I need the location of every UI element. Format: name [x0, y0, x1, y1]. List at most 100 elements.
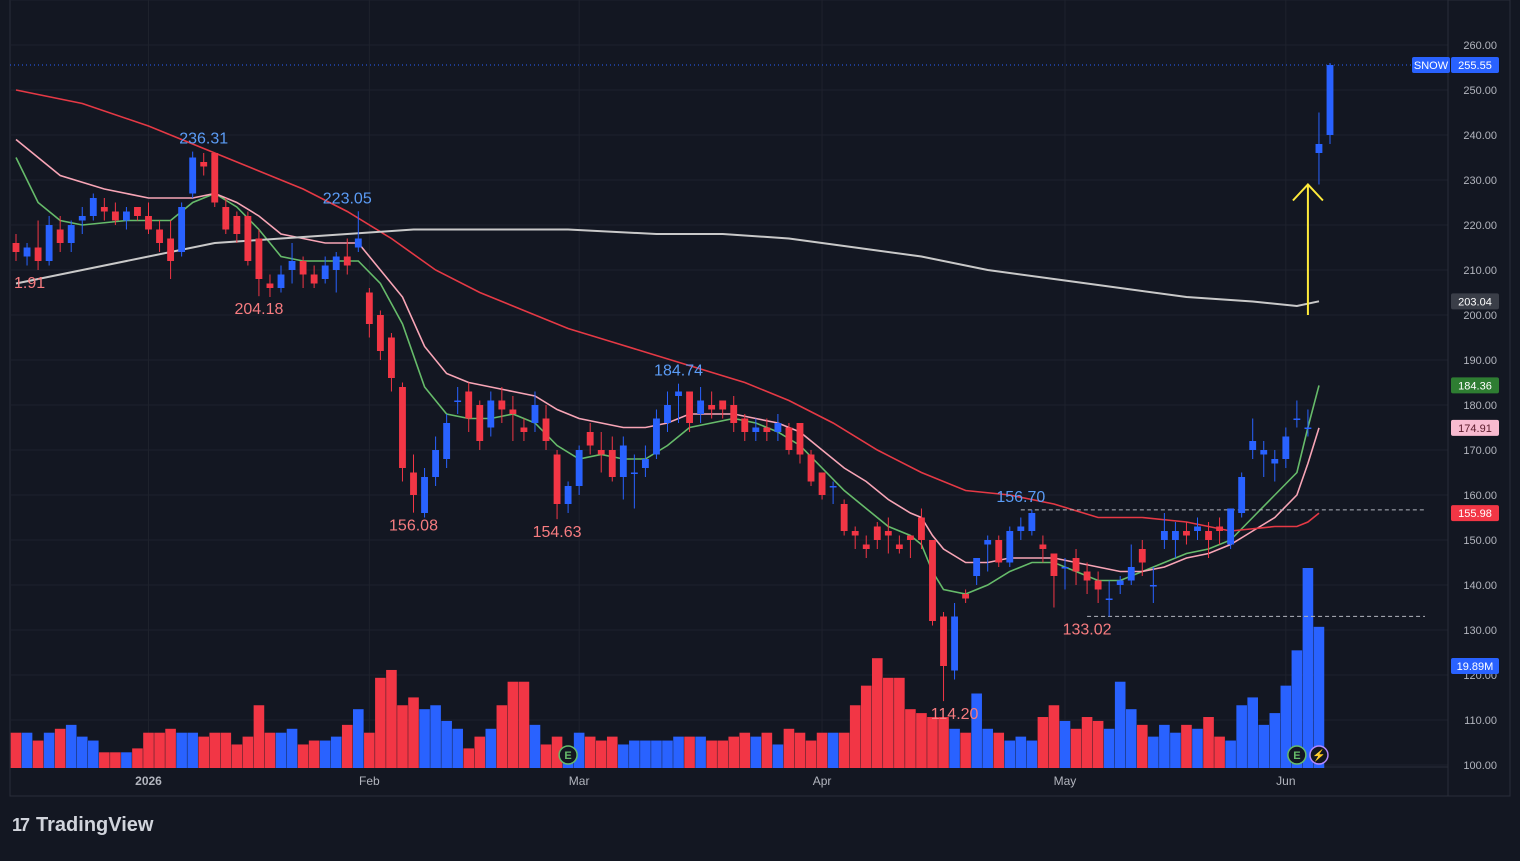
- candle-body: [1160, 531, 1168, 540]
- volume-bar: [430, 705, 441, 768]
- volume-bar: [264, 732, 276, 768]
- candle-body: [266, 283, 274, 288]
- volume-bar: [1059, 720, 1071, 768]
- candle-body: [851, 531, 859, 536]
- volume-bar: [463, 748, 475, 768]
- volume-bar: [187, 732, 198, 768]
- volume-bar: [441, 720, 452, 768]
- candle-body: [288, 261, 296, 270]
- candle-body: [310, 274, 318, 284]
- candle-body: [1017, 526, 1025, 531]
- candle-body: [653, 418, 660, 455]
- candle-body: [895, 544, 903, 549]
- candle-body: [807, 454, 815, 482]
- candle-body: [664, 405, 671, 423]
- candle-body: [244, 216, 252, 261]
- volume-bar: [816, 732, 828, 768]
- price-tick-label: 130.00: [1463, 625, 1497, 637]
- candle-body: [1227, 508, 1235, 545]
- candle-body: [476, 405, 484, 441]
- candle-body: [1315, 144, 1323, 153]
- candle-body: [1072, 558, 1080, 572]
- last-price-label: 255.55: [1458, 60, 1492, 72]
- price-annotation: 204.18: [234, 301, 283, 318]
- candle-body: [951, 616, 958, 671]
- volume-bar: [1103, 728, 1115, 768]
- candle-body: [918, 517, 925, 540]
- price-annotation: 133.02: [1063, 621, 1112, 638]
- candle-body: [542, 418, 550, 441]
- candle-body: [763, 427, 771, 432]
- candle-body: [410, 472, 417, 495]
- earnings-icon: [1287, 745, 1307, 765]
- earnings-icon-label: E: [1293, 750, 1300, 762]
- time-tick-label: Feb: [359, 774, 380, 788]
- volume-bar: [905, 709, 916, 768]
- dividend-flash-icon: [1309, 745, 1329, 765]
- volume-bar: [695, 736, 706, 768]
- volume-bar: [1004, 740, 1016, 768]
- candle-body: [1083, 571, 1091, 581]
- volume-bar: [1015, 736, 1027, 768]
- candle-body: [100, 207, 108, 212]
- volume-bar: [651, 740, 662, 768]
- volume-bar: [860, 685, 872, 768]
- volume-bar: [573, 732, 585, 768]
- volume-bar: [485, 728, 497, 768]
- candle-body: [222, 207, 230, 230]
- candle-body: [277, 274, 285, 288]
- volume-bar: [629, 740, 640, 768]
- price-annotation: 184.74: [654, 363, 703, 380]
- candle-body: [873, 526, 881, 540]
- candle-body: [829, 486, 837, 488]
- candle-body: [641, 459, 649, 468]
- candle-body: [1194, 526, 1201, 531]
- candle-body: [1006, 531, 1014, 563]
- volume-bar: [540, 744, 552, 768]
- time-tick-label: Jun: [1276, 774, 1295, 788]
- candle-body: [487, 400, 495, 428]
- chart-frame: [9, 0, 1511, 797]
- candle-body: [1260, 450, 1268, 455]
- candle-body: [675, 391, 682, 396]
- volume-bar: [176, 732, 187, 768]
- volume-bar: [595, 740, 607, 768]
- candle-body: [365, 292, 373, 324]
- candle-body: [156, 229, 163, 243]
- volume-bar: [386, 669, 397, 768]
- volume-bar: [551, 736, 563, 768]
- price-annotation: 154.63: [533, 524, 582, 541]
- candle-body: [388, 337, 395, 378]
- volume-value-label: 19.89M: [1457, 661, 1494, 673]
- price-annotation: 1.91: [14, 275, 45, 292]
- volume-bar: [1136, 724, 1148, 768]
- volume-bar: [871, 658, 883, 768]
- volume-bar: [772, 744, 784, 768]
- candle-body: [575, 450, 583, 486]
- volume-bar: [838, 732, 850, 768]
- ma-value-label: 174.91: [1458, 423, 1492, 435]
- candle-body: [332, 256, 340, 270]
- candle-body: [1238, 477, 1246, 513]
- candle-body: [321, 265, 329, 279]
- volume-bar: [529, 724, 541, 768]
- candle-body: [796, 423, 804, 455]
- volume-bar: [209, 732, 221, 768]
- candle-body: [520, 427, 528, 432]
- price-annotation: 223.05: [323, 190, 372, 207]
- price-annotation: 114.20: [931, 706, 979, 723]
- candle-body: [1039, 544, 1047, 549]
- volume-bar: [982, 728, 993, 768]
- candle-body: [498, 400, 506, 410]
- candle-body: [1094, 580, 1102, 590]
- candle-body: [984, 540, 992, 545]
- tradingview-brand[interactable]: 17 TradingView: [12, 814, 153, 837]
- candle-body: [995, 540, 1003, 563]
- volume-bar: [242, 736, 254, 768]
- price-tick-label: 190.00: [1463, 355, 1497, 367]
- volume-bar: [408, 697, 419, 768]
- symbol-tag: SNOW: [1414, 60, 1449, 72]
